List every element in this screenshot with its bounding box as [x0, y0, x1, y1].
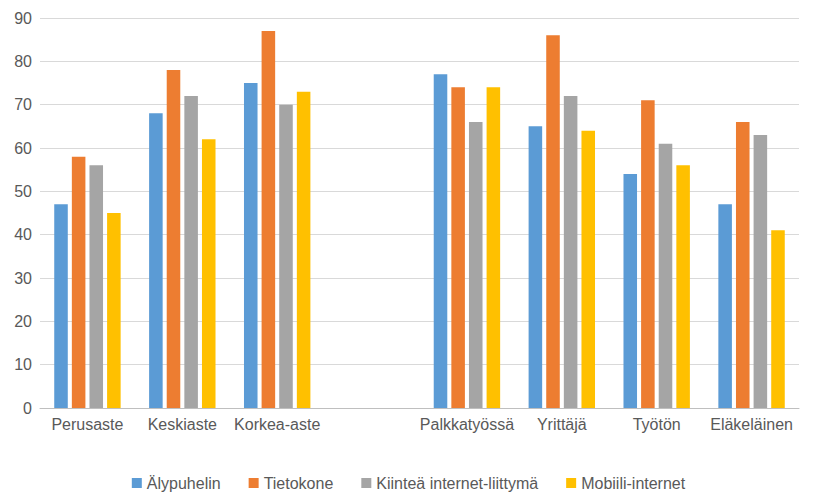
svg-text:Perusaste: Perusaste [51, 416, 123, 433]
svg-text:50: 50 [14, 183, 32, 200]
svg-text:0: 0 [23, 400, 32, 417]
svg-text:Keskiaste: Keskiaste [148, 416, 217, 433]
svg-text:Tietokone: Tietokone [264, 475, 334, 492]
svg-text:10: 10 [14, 356, 32, 373]
svg-text:Mobiili-internet: Mobiili-internet [581, 475, 686, 492]
svg-text:80: 80 [14, 53, 32, 70]
svg-text:90: 90 [14, 10, 32, 27]
svg-text:70: 70 [14, 96, 32, 113]
svg-text:Yrittäjä: Yrittäjä [537, 416, 587, 433]
svg-text:Älypuhelin: Älypuhelin [147, 475, 221, 492]
svg-text:Kiinteä internet-liittymä: Kiinteä internet-liittymä [376, 475, 538, 492]
svg-text:40: 40 [14, 226, 32, 243]
svg-text:Työtön: Työtön [633, 416, 681, 433]
svg-text:30: 30 [14, 270, 32, 287]
svg-text:Eläkeläinen: Eläkeläinen [710, 416, 793, 433]
svg-text:60: 60 [14, 140, 32, 157]
svg-text:Palkkatyössä: Palkkatyössä [420, 416, 514, 433]
svg-text:20: 20 [14, 313, 32, 330]
svg-text:Korkea-aste: Korkea-aste [234, 416, 320, 433]
